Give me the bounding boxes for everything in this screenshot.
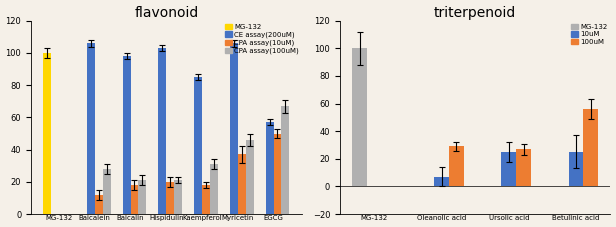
Bar [282, 106, 290, 214]
Bar [131, 185, 139, 214]
Bar [43, 53, 51, 214]
Bar [352, 48, 367, 186]
Bar [501, 152, 516, 186]
Bar [238, 154, 246, 214]
Bar [202, 185, 210, 214]
Legend: MG-132, CE assay(200uM), CPA assay(10uM), CPA assay(100uM): MG-132, CE assay(200uM), CPA assay(10uM)… [224, 22, 300, 56]
Bar [449, 146, 464, 186]
Bar [158, 48, 166, 214]
Bar [123, 56, 131, 214]
Bar [516, 149, 531, 186]
Bar [95, 195, 103, 214]
Bar [139, 180, 146, 214]
Legend: MG-132, 10uM, 100uM: MG-132, 10uM, 100uM [570, 22, 609, 47]
Bar [166, 182, 174, 214]
Bar [174, 180, 182, 214]
Title: triterpenoid: triterpenoid [434, 5, 516, 20]
Bar [230, 43, 238, 214]
Bar [434, 177, 449, 186]
Bar [569, 152, 583, 186]
Bar [246, 140, 254, 214]
Bar [194, 77, 202, 214]
Bar [265, 122, 274, 214]
Bar [274, 133, 282, 214]
Bar [87, 43, 95, 214]
Bar [103, 169, 110, 214]
Bar [583, 109, 598, 186]
Title: flavonoid: flavonoid [134, 5, 198, 20]
Bar [210, 164, 218, 214]
